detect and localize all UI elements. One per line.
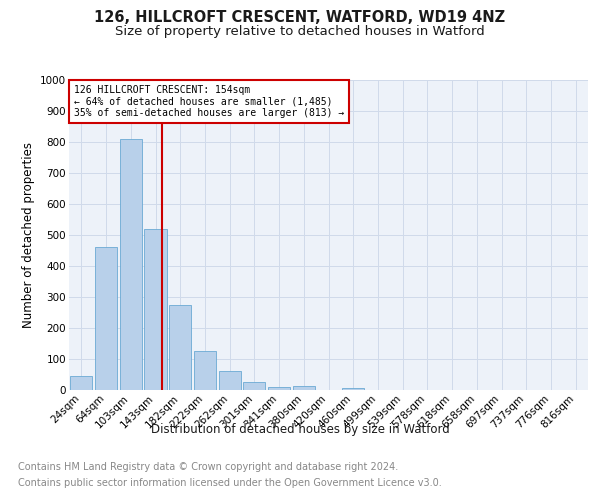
- Text: Size of property relative to detached houses in Watford: Size of property relative to detached ho…: [115, 25, 485, 38]
- Y-axis label: Number of detached properties: Number of detached properties: [22, 142, 35, 328]
- Bar: [218, 372, 241, 390]
- Bar: [119, 139, 142, 390]
- Bar: [145, 229, 167, 390]
- Text: 126 HILLCROFT CRESCENT: 154sqm
← 64% of detached houses are smaller (1,485)
35% : 126 HILLCROFT CRESCENT: 154sqm ← 64% of …: [74, 84, 344, 118]
- Text: Distribution of detached houses by size in Watford: Distribution of detached houses by size …: [151, 422, 449, 436]
- Bar: [342, 388, 364, 390]
- Bar: [268, 387, 290, 390]
- Text: Contains public sector information licensed under the Open Government Licence v3: Contains public sector information licen…: [18, 478, 442, 488]
- Bar: [293, 386, 315, 390]
- Bar: [194, 351, 216, 390]
- Bar: [70, 376, 92, 390]
- Text: 126, HILLCROFT CRESCENT, WATFORD, WD19 4NZ: 126, HILLCROFT CRESCENT, WATFORD, WD19 4…: [94, 10, 506, 25]
- Bar: [95, 248, 117, 390]
- Bar: [169, 304, 191, 390]
- Bar: [243, 382, 265, 390]
- Text: Contains HM Land Registry data © Crown copyright and database right 2024.: Contains HM Land Registry data © Crown c…: [18, 462, 398, 472]
